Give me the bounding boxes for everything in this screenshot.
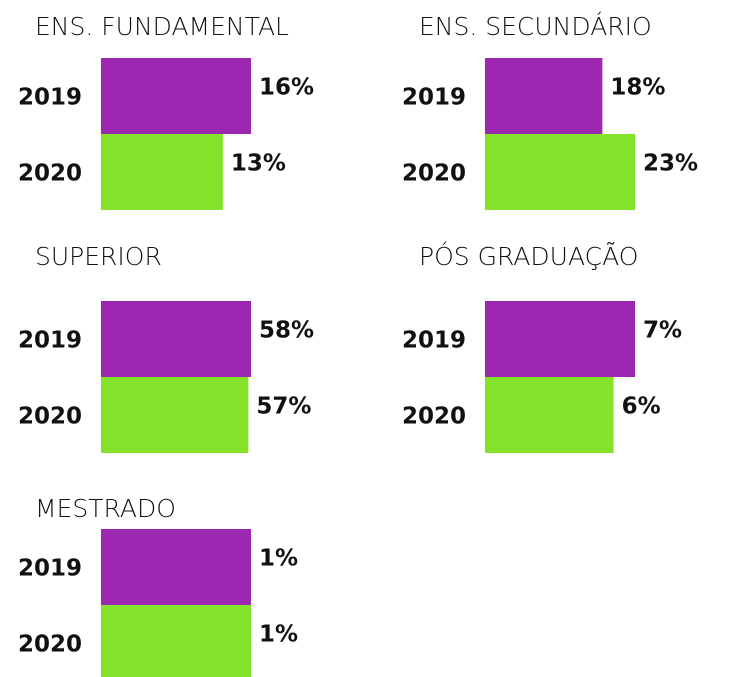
bar	[485, 134, 635, 210]
bar	[101, 377, 249, 453]
value-label: 7%	[643, 318, 682, 344]
bar	[485, 301, 635, 377]
year-label: 2020	[402, 404, 466, 430]
bar	[101, 529, 251, 605]
panel-title: ENS. FUNDAMENTAL	[35, 12, 289, 41]
value-label: 16%	[259, 75, 314, 101]
year-label: 2019	[18, 85, 82, 111]
year-label: 2019	[402, 85, 466, 111]
value-label: 6%	[622, 394, 661, 420]
bar	[485, 377, 614, 453]
panel-title: SUPERIOR	[35, 242, 162, 271]
year-label: 2020	[402, 161, 466, 187]
bar	[101, 58, 251, 134]
year-label: 2020	[18, 161, 82, 187]
year-label: 2020	[18, 632, 82, 658]
value-label: 1%	[259, 622, 298, 648]
value-label: 1%	[259, 546, 298, 572]
value-label: 13%	[231, 151, 286, 177]
bar	[101, 134, 223, 210]
value-label: 57%	[256, 394, 311, 420]
bar	[101, 605, 251, 677]
year-label: 2019	[18, 328, 82, 354]
bar	[101, 301, 251, 377]
bar	[485, 58, 603, 134]
panel-title: ENS. SECUNDÁRIO	[419, 12, 652, 41]
year-label: 2019	[402, 328, 466, 354]
value-label: 18%	[610, 75, 665, 101]
year-label: 2020	[18, 404, 82, 430]
panel-title: MESTRADO	[35, 494, 176, 523]
value-label: 58%	[259, 318, 314, 344]
year-label: 2019	[18, 556, 82, 582]
panel-title: PÓS GRADUAÇÃO	[419, 241, 638, 271]
value-label: 23%	[643, 151, 698, 177]
